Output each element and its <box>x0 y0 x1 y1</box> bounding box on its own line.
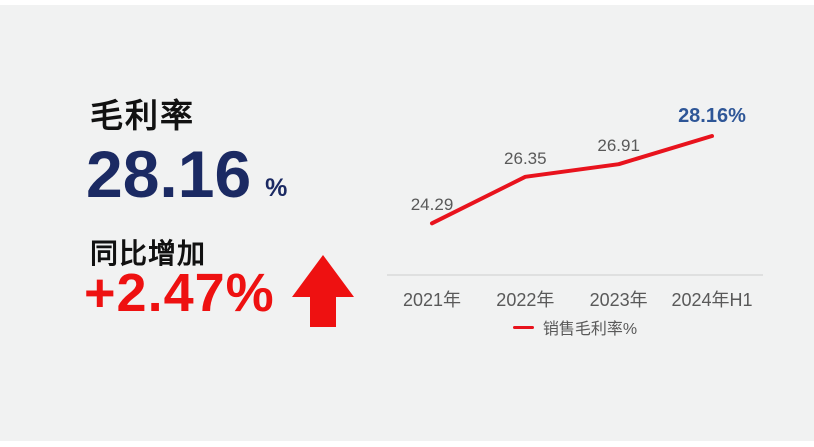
x-tick: 2023年 <box>589 290 648 310</box>
kpi-value-row: 28.16 % <box>86 141 287 207</box>
data-label-highlight: 28.16% <box>678 104 746 127</box>
up-arrow-icon <box>292 255 354 327</box>
data-label: 26.91 <box>597 136 640 156</box>
x-tick: 2024年H1 <box>671 290 753 310</box>
kpi-value: 28.16 <box>86 137 252 211</box>
x-tick: 2021年 <box>402 290 462 310</box>
kpi-title: 毛利率 <box>90 97 195 134</box>
slide-background: 毛利率 28.16 % 同比增加 +2.47% 24.29 26.35 26.9… <box>0 5 814 441</box>
x-tick: 2022年 <box>496 290 555 310</box>
legend-line-icon <box>512 325 534 329</box>
data-label: 24.29 <box>410 195 454 215</box>
trend-chart: 24.29 26.35 26.91 28.16% <box>385 105 765 285</box>
data-label: 26.35 <box>504 148 547 168</box>
legend-label: 销售毛利率% <box>542 321 638 338</box>
kpi-change-value: +2.47% <box>84 263 275 323</box>
trend-line-svg <box>387 134 763 276</box>
kpi-change-label: 同比增加 <box>90 238 207 269</box>
kpi-unit: % <box>265 174 288 202</box>
trend-line <box>430 134 714 226</box>
chart-legend: 销售毛利率% <box>385 316 765 338</box>
x-axis-ticks: 2021年 2022年 2023年 2024年H1 <box>385 286 765 310</box>
